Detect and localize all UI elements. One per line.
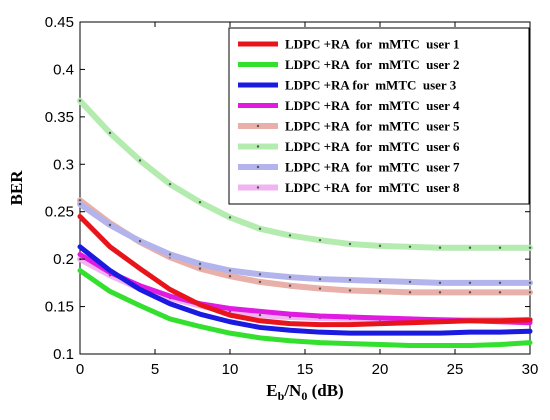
series-point-user-5 — [198, 267, 202, 270]
tick-layer: 0 5 10 15 20 25 30 0.1 0.15 0.2 0.25 0.3 0.35 0.4 0.45 — [45, 14, 539, 378]
y-tick-label: 0.45 — [45, 14, 74, 31]
series-point-user-7 — [318, 277, 322, 281]
series-point-user-7 — [198, 262, 202, 266]
series-point-user-7 — [138, 239, 142, 243]
series-point-user-5 — [348, 289, 352, 292]
x-axis-label: Eb/N0 (dB) — [266, 381, 343, 403]
series-point-user-7 — [408, 280, 412, 284]
y-tick-label: 0.4 — [53, 61, 74, 78]
series-point-user-6 — [168, 183, 172, 186]
series-point-user-8 — [258, 313, 262, 317]
legend-label-user-6: LDPC +RA for mMTC user 6 — [285, 139, 460, 154]
x-axis-label-unit: (dB) — [307, 381, 343, 400]
series-point-user-6 — [408, 245, 412, 249]
legend-swatch-dot — [256, 145, 260, 148]
legend-box — [228, 27, 530, 205]
series-point-user-7 — [348, 278, 352, 282]
x-axis-label-sub1: b — [278, 389, 285, 403]
series-point-user-6 — [528, 246, 532, 249]
x-tick-label: 25 — [447, 361, 464, 378]
legend-swatch-dot — [256, 124, 260, 128]
x-axis-label-mid: /N — [283, 381, 302, 400]
series-point-user-6 — [258, 227, 262, 230]
series-point-user-7 — [228, 269, 232, 272]
legend-label-user-8: LDPC +RA for mMTC user 8 — [285, 180, 460, 195]
series-point-user-6 — [438, 246, 442, 249]
legend-label-user-5: LDPC +RA for mMTC user 5 — [285, 119, 460, 134]
y-axis-label: BER — [7, 170, 26, 206]
series-point-user-5 — [378, 290, 382, 293]
series-point-user-6 — [318, 238, 322, 242]
series-point-user-6 — [468, 246, 472, 249]
series-point-user-6 — [378, 244, 382, 248]
y-tick-label: 0.25 — [45, 204, 74, 221]
series-point-user-5 — [288, 284, 292, 287]
y-tick-label: 0.3 — [53, 156, 74, 173]
series-point-user-5 — [528, 291, 532, 294]
series-point-user-7 — [468, 281, 472, 285]
series-point-user-6 — [78, 99, 82, 102]
x-tick-label: 20 — [372, 361, 389, 378]
series-layer — [77, 97, 533, 348]
legend-label-user-1: LDPC +RA for mMTC user 1 — [285, 37, 459, 52]
legend-label-user-3: LDPC +RA for mMTC user 3 — [285, 78, 457, 93]
x-tick-label: 0 — [76, 361, 84, 378]
y-tick-label: 0.35 — [45, 109, 74, 126]
series-point-user-7 — [378, 279, 382, 283]
x-tick-label: 10 — [222, 361, 239, 378]
x-tick-label: 15 — [297, 361, 314, 378]
legend-swatch-dot — [256, 186, 260, 189]
series-point-user-6 — [138, 159, 142, 162]
series-point-user-7 — [168, 253, 172, 256]
series-point-user-5 — [318, 287, 322, 290]
legend-swatch-dot — [256, 165, 260, 169]
series-point-user-7 — [528, 281, 532, 285]
series-point-user-5 — [498, 291, 502, 294]
series-point-user-7 — [258, 273, 262, 276]
series-point-user-5 — [408, 291, 412, 294]
series-point-user-5 — [438, 291, 442, 294]
y-tick-label: 0.15 — [45, 299, 74, 316]
x-tick-label: 30 — [522, 361, 539, 378]
x-tick-label: 5 — [151, 361, 159, 378]
series-line-user-7 — [77, 201, 533, 286]
series-line-user-2 — [77, 268, 533, 348]
series-point-user-6 — [108, 131, 112, 135]
series-point-user-5 — [468, 291, 472, 294]
series-point-user-7 — [78, 202, 82, 206]
y-tick-label: 0.1 — [53, 346, 74, 363]
series-line-user-6 — [77, 97, 533, 251]
x-axis-label-sub2: 0 — [301, 389, 307, 403]
series-point-user-6 — [228, 216, 232, 219]
series-line-user-3 — [77, 244, 533, 336]
legend-label-user-7: LDPC +RA for mMTC user 7 — [285, 160, 460, 175]
series-point-user-6 — [288, 234, 292, 237]
series-point-user-7 — [288, 275, 292, 279]
series-point-user-6 — [498, 246, 502, 249]
series-point-user-7 — [108, 223, 112, 227]
legend: LDPC +RA for mMTC user 1 LDPC +RA for mMT… — [228, 27, 530, 205]
x-axis-label-main: E — [266, 381, 277, 400]
series-point-user-5 — [78, 199, 82, 202]
series-line-user-1 — [77, 213, 533, 328]
legend-label-user-4: LDPC +RA for mMTC user 4 — [285, 98, 460, 113]
y-tick-label: 0.2 — [53, 251, 74, 268]
legend-label-user-2: LDPC +RA for mMTC user 2 — [285, 57, 459, 72]
series-point-user-5 — [258, 280, 262, 284]
series-point-user-5 — [228, 275, 232, 278]
series-point-user-7 — [438, 281, 442, 285]
series-point-user-6 — [198, 201, 202, 204]
series-point-user-6 — [348, 242, 352, 246]
series-point-user-7 — [498, 281, 502, 285]
